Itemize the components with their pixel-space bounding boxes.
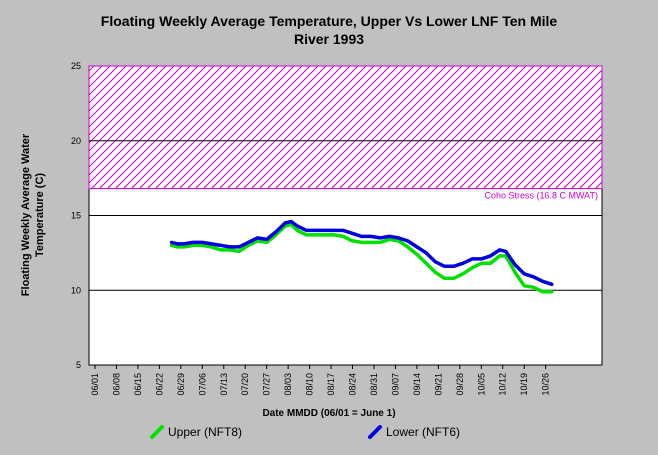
legend-label-lower: Lower (NFT6): [386, 425, 461, 439]
x-tick-label: 09/28: [455, 373, 465, 396]
legend-swatch-upper: [150, 425, 164, 439]
x-tick-label: 06/15: [133, 373, 143, 396]
x-tick-label: 06/08: [111, 373, 121, 396]
legend-item-lower: Lower (NFT6): [368, 425, 460, 439]
y-tick-label: 10: [71, 285, 81, 295]
x-tick-label: 10/12: [498, 373, 508, 396]
x-tick-label: 10/26: [541, 373, 551, 396]
x-tick-label: 06/01: [90, 373, 100, 396]
x-tick-label: 09/14: [412, 373, 422, 396]
x-tick-label: 07/06: [197, 373, 207, 396]
x-tick-label: 10/19: [519, 373, 529, 396]
x-tick-label: 08/03: [283, 373, 293, 396]
chart-title-line2: River 1993: [293, 31, 365, 47]
x-tick-label: 09/21: [433, 373, 443, 396]
x-tick-label: 07/13: [219, 373, 229, 396]
x-tick-label: 08/10: [305, 373, 315, 396]
legend-label-upper: Upper (NFT8): [168, 425, 243, 439]
x-axis-label: Date MMDD (06/01 = June 1): [262, 408, 396, 419]
series-line-lower: [169, 219, 554, 287]
x-tick-label: 07/27: [262, 373, 272, 396]
x-tick-label: 08/31: [369, 373, 379, 396]
x-tick-label: 09/07: [390, 373, 400, 396]
coho-stress-label: Coho Stress (16.8 C MWAT): [484, 191, 598, 201]
y-tick-label: 25: [71, 61, 81, 71]
x-tick-label: 08/17: [326, 373, 336, 396]
legend-swatch-lower: [368, 425, 382, 439]
coho-stress-band: [88, 65, 603, 190]
chart-title: Floating Weekly Average Temperature, Upp…: [0, 12, 658, 48]
x-tick-label: 06/22: [154, 373, 164, 396]
x-tick-label: 07/20: [240, 373, 250, 396]
legend-item-upper: Upper (NFT8): [150, 425, 242, 439]
y-tick-label: 15: [71, 211, 81, 221]
series-line-upper: [169, 222, 554, 294]
x-tick-label: 10/05: [476, 373, 486, 396]
y-tick-label: 5: [76, 360, 81, 370]
y-tick-label: 20: [71, 136, 81, 146]
chart-title-line1: Floating Weekly Average Temperature, Upp…: [100, 13, 558, 29]
x-tick-label: 06/29: [176, 373, 186, 396]
x-tick-label: 08/24: [348, 373, 358, 396]
